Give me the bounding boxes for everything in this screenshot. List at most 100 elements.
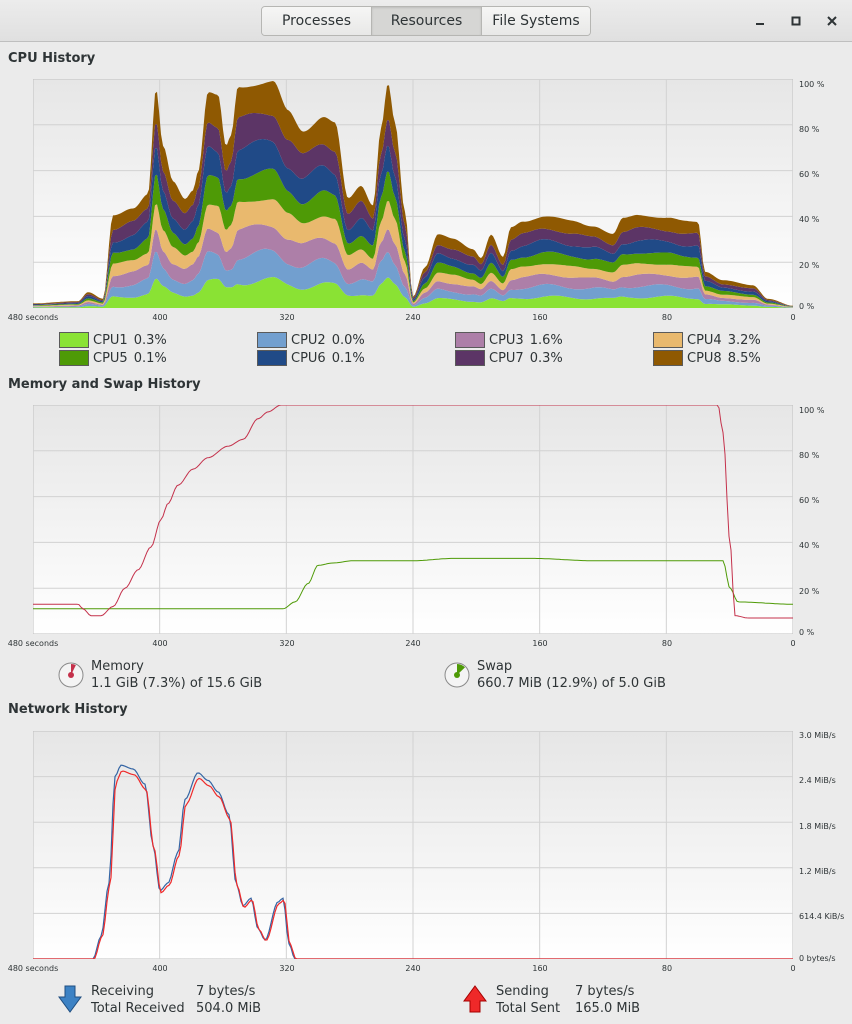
cpu6-color-swatch[interactable]	[257, 350, 287, 366]
network-y-tick: 1.2 MiB/s	[799, 867, 836, 876]
network-x-tick: 160	[532, 964, 548, 973]
cpu-y-tick: 0 %	[799, 302, 815, 311]
cpu7-value: 0.3%	[529, 350, 563, 366]
receiving-info: Receiving 7 bytes/s Total Received 504.0 M…	[58, 983, 261, 1017]
cpu-y-tick: 100 %	[799, 80, 825, 89]
total-sent-label: Total Sent	[496, 1001, 561, 1016]
cpu-y-tick: 80 %	[799, 125, 820, 134]
cpu8-value: 8.5%	[727, 350, 761, 366]
cpu-history-title: CPU History	[8, 51, 96, 66]
cpu5-label: CPU5	[93, 350, 128, 366]
close-button[interactable]	[822, 11, 842, 31]
memory-pie-icon[interactable]	[58, 662, 84, 688]
cpu6-value: 0.1%	[331, 350, 365, 366]
tab-processes[interactable]: Processes	[262, 7, 372, 35]
cpu3-label: CPU3	[489, 332, 524, 348]
cpu1-history-area	[33, 277, 793, 308]
cpu5-value: 0.1%	[133, 350, 167, 366]
cpu5-color-swatch[interactable]	[59, 350, 89, 366]
network-y-tick: 2.4 MiB/s	[799, 776, 836, 785]
cpu-x-tick: 480 seconds	[7, 313, 59, 322]
legend-cpu3[interactable]: CPU3 1.6%	[455, 332, 563, 348]
network-x-tick: 0	[790, 964, 796, 973]
memory-y-tick: 80 %	[799, 451, 820, 460]
view-switcher: Processes Resources File Systems	[261, 6, 591, 36]
network-y-tick: 1.8 MiB/s	[799, 822, 836, 831]
minimize-button[interactable]	[750, 11, 770, 31]
legend-cpu4[interactable]: CPU4 3.2%	[653, 332, 761, 348]
network-graph	[33, 731, 793, 959]
cpu8-history-area	[33, 81, 793, 307]
cpu5-history-area	[33, 168, 793, 307]
network-y-tick: 3.0 MiB/s	[799, 731, 836, 740]
memory-detail: 1.1 GiB (7.3%) of 15.6 GiB	[91, 676, 263, 691]
cpu3-value: 1.6%	[529, 332, 563, 348]
cpu1-color-swatch[interactable]	[59, 332, 89, 348]
cpu4-history-area	[33, 199, 793, 308]
swap-detail: 660.7 MiB (12.9%) of 5.0 GiB	[477, 676, 666, 691]
cpu8-color-swatch[interactable]	[653, 350, 683, 366]
cpu-x-tick: 320	[279, 313, 295, 322]
memory-y-tick: 0 %	[799, 628, 815, 637]
cpu-x-tick: 0	[790, 313, 796, 322]
sending-history-line	[33, 770, 793, 959]
cpu3-color-swatch[interactable]	[455, 332, 485, 348]
swap-pie-icon[interactable]	[444, 662, 470, 688]
tab-file-systems[interactable]: File Systems	[482, 7, 590, 35]
network-x-tick: 80	[661, 964, 673, 973]
swap-label: Swap	[477, 659, 513, 674]
legend-cpu5[interactable]: CPU5 0.1%	[59, 350, 167, 366]
network-y-tick: 614.4 KiB/s	[799, 912, 845, 921]
cpu7-color-swatch[interactable]	[455, 350, 485, 366]
arrow-down-icon[interactable]	[58, 985, 82, 1013]
maximize-icon	[791, 16, 801, 26]
memory-label: Memory	[91, 659, 144, 674]
cpu2-value: 0.0%	[331, 332, 365, 348]
close-icon	[827, 16, 837, 26]
network-history-title: Network History	[8, 702, 128, 717]
network-x-axis: 480 seconds 400 320 240 160 80 0	[0, 964, 852, 976]
cpu-x-axis: 480 seconds 400 320 240 160 80 0	[0, 313, 852, 325]
network-y-tick: 0 bytes/s	[799, 954, 836, 963]
sending-info: Sending 7 bytes/s Total Sent 165.0 MiB	[463, 983, 640, 1017]
memory-x-tick: 480 seconds	[7, 639, 59, 648]
receiving-label: Receiving	[91, 984, 155, 999]
sending-rate: 7 bytes/s	[575, 984, 635, 999]
legend-cpu8[interactable]: CPU8 8.5%	[653, 350, 761, 366]
network-x-tick: 400	[152, 964, 168, 973]
cpu6-label: CPU6	[291, 350, 326, 366]
cpu2-label: CPU2	[291, 332, 326, 348]
cpu2-color-swatch[interactable]	[257, 332, 287, 348]
maximize-button[interactable]	[786, 11, 806, 31]
cpu-x-tick: 160	[532, 313, 548, 322]
cpu2-history-area	[33, 248, 793, 308]
receiving-rate: 7 bytes/s	[196, 984, 256, 999]
total-sent-value: 165.0 MiB	[575, 1001, 641, 1016]
legend-cpu7[interactable]: CPU7 0.3%	[455, 350, 563, 366]
memory-x-tick: 80	[661, 639, 673, 648]
memory-y-tick: 20 %	[799, 587, 820, 596]
legend-cpu1[interactable]: CPU1 0.3%	[59, 332, 167, 348]
tab-resources[interactable]: Resources	[372, 7, 482, 35]
legend-cpu2[interactable]: CPU2 0.0%	[257, 332, 365, 348]
arrow-up-icon[interactable]	[463, 985, 487, 1013]
cpu7-label: CPU7	[489, 350, 524, 366]
network-x-tick: 320	[279, 964, 295, 973]
memory-graph	[33, 405, 793, 634]
memory-history-title: Memory and Swap History	[8, 377, 201, 392]
memory-x-tick: 320	[279, 639, 295, 648]
legend-cpu6[interactable]: CPU6 0.1%	[257, 350, 365, 366]
memory-x-tick: 240	[405, 639, 421, 648]
swap-info: Swap 660.7 MiB (12.9%) of 5.0 GiB	[477, 658, 666, 692]
memory-y-tick: 40 %	[799, 541, 820, 550]
memory-info: Memory 1.1 GiB (7.3%) of 15.6 GiB	[91, 658, 262, 692]
memory-y-tick: 100 %	[799, 406, 825, 415]
cpu3-history-area	[33, 224, 793, 308]
total-received-value: 504.0 MiB	[196, 1001, 262, 1016]
cpu7-history-area	[33, 113, 793, 307]
memory-x-axis: 480 seconds 400 320 240 160 80 0	[0, 639, 852, 651]
minimize-icon	[756, 23, 764, 25]
memory-y-tick: 60 %	[799, 496, 820, 505]
memory-x-tick: 400	[152, 639, 168, 648]
cpu4-color-swatch[interactable]	[653, 332, 683, 348]
